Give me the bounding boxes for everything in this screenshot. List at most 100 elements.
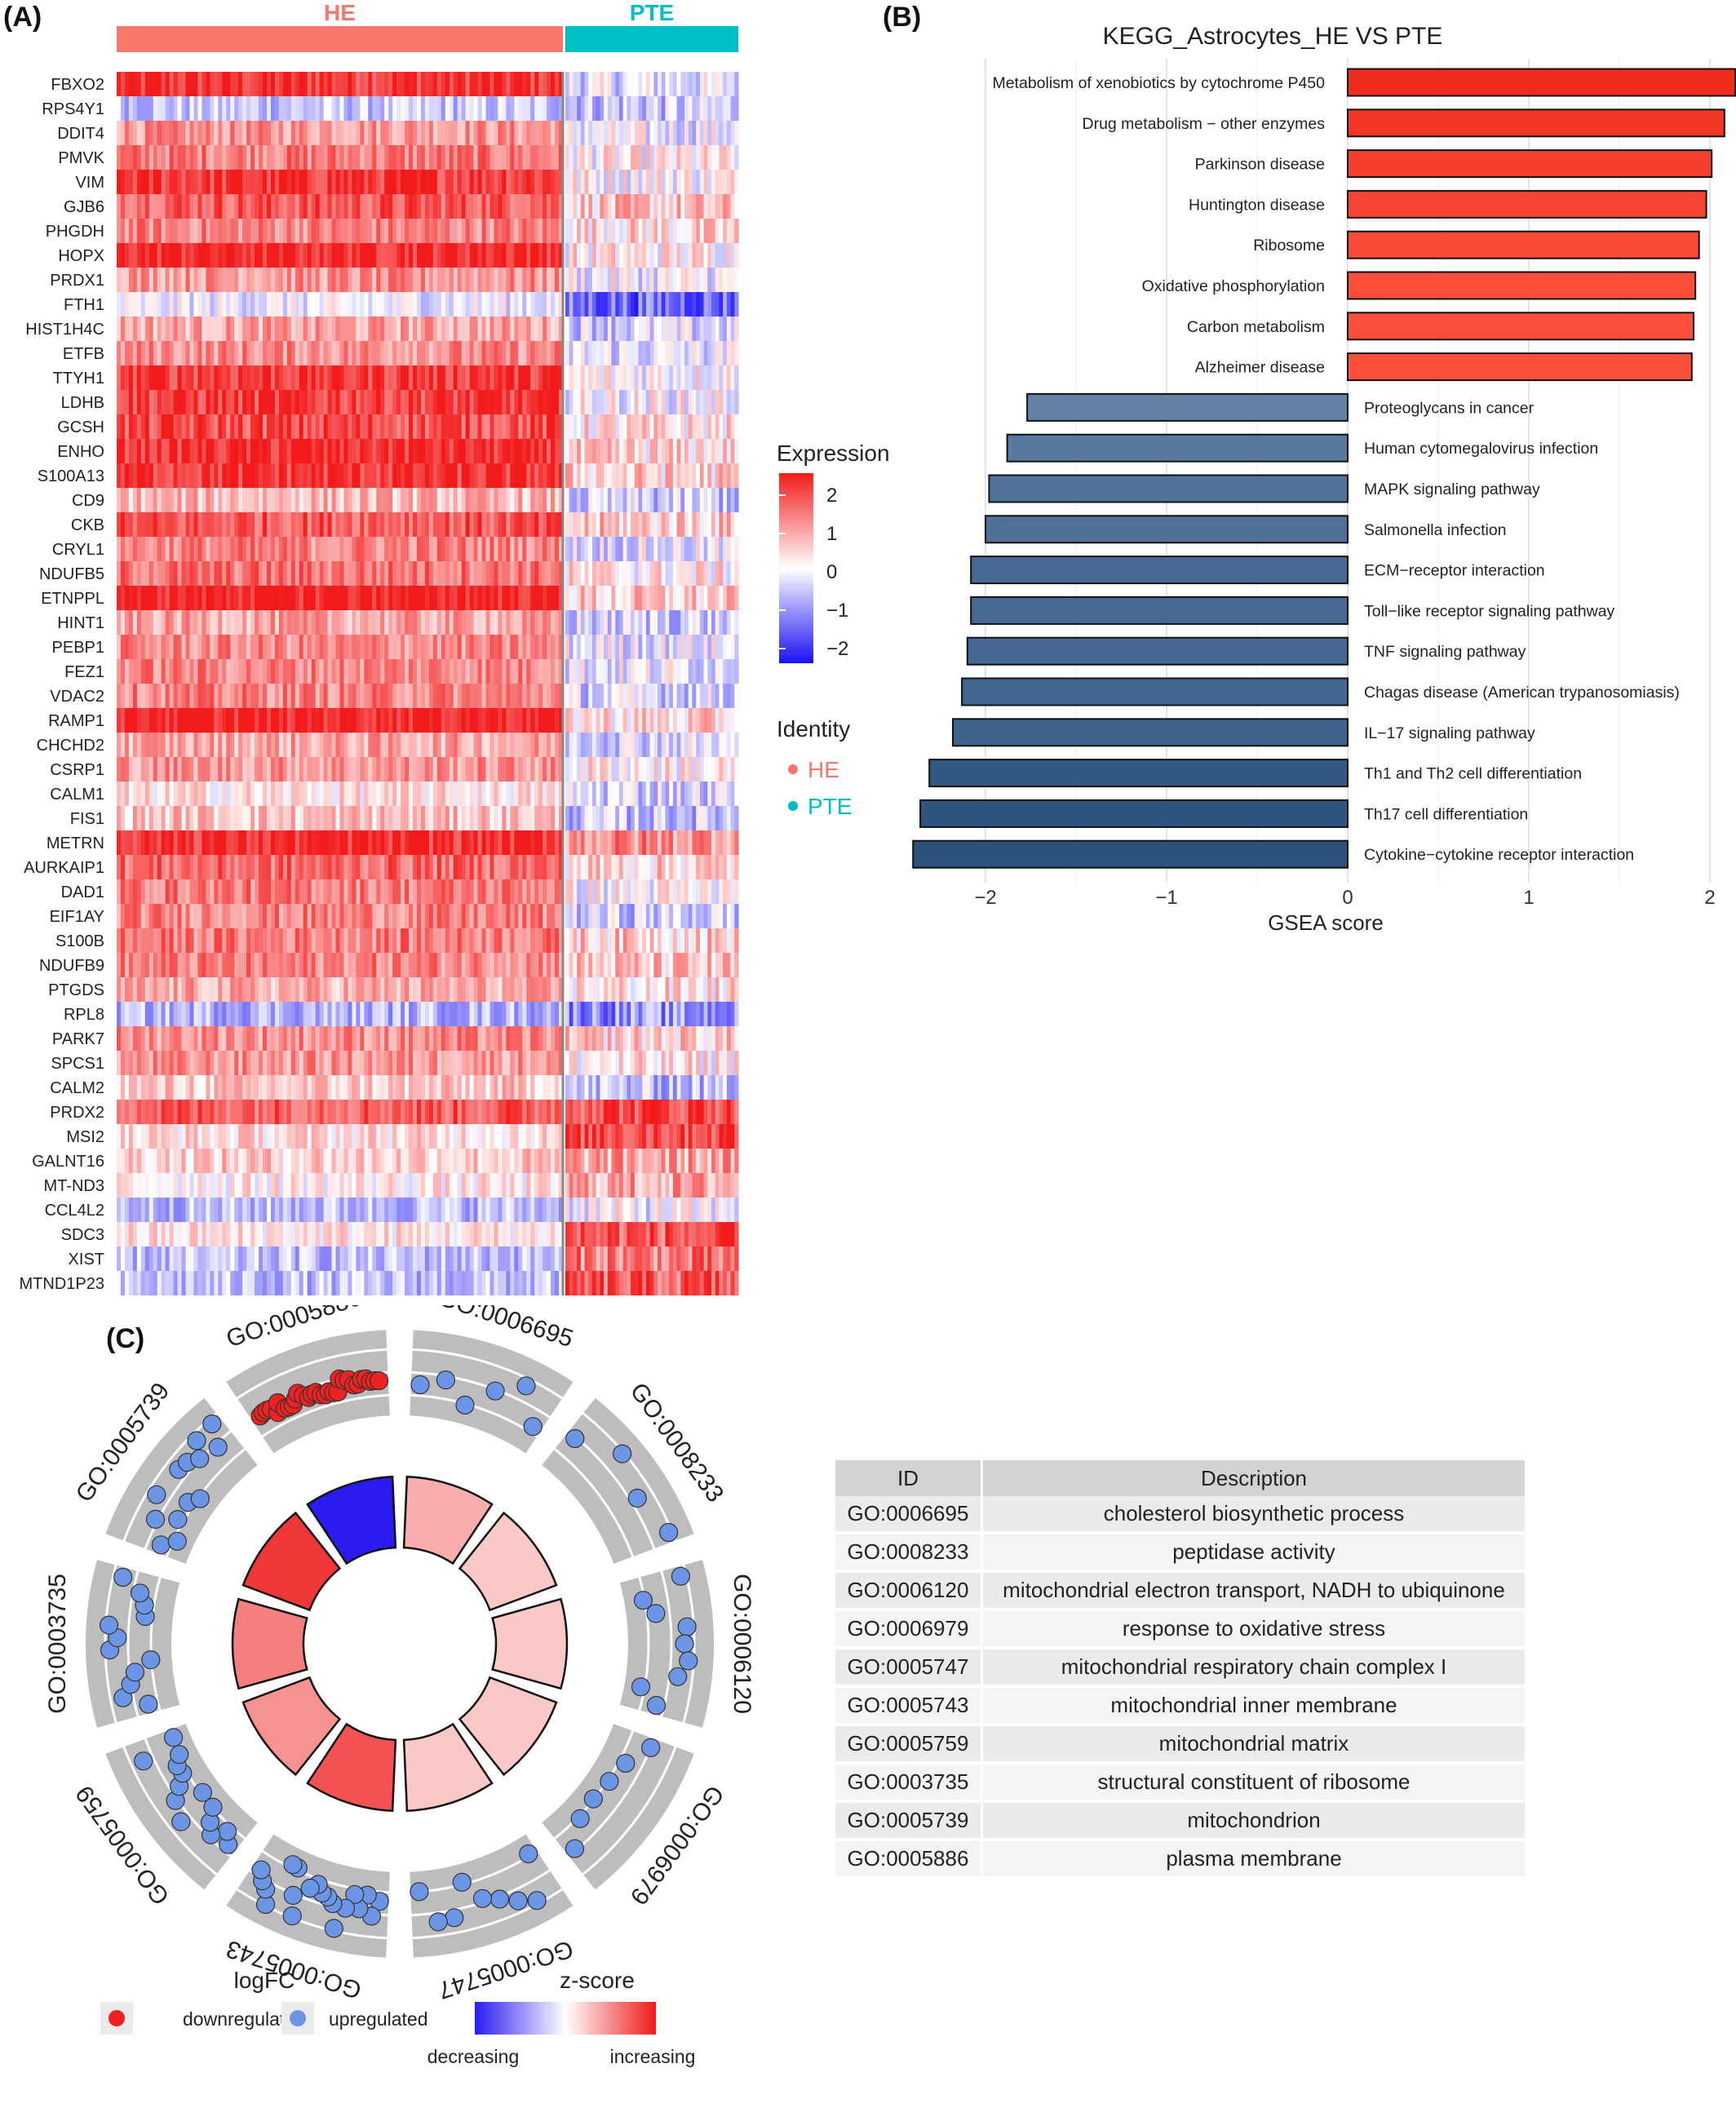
heatmap-cell [477, 806, 483, 830]
heatmap-cell [618, 610, 624, 635]
heatmap-cell [343, 121, 349, 145]
heatmap-cell [477, 194, 483, 219]
heatmap-cell [420, 635, 426, 659]
heatmap-cell [547, 635, 551, 659]
heatmap-cell [169, 145, 175, 170]
heatmap-cell [534, 537, 539, 561]
heatmap-cell [380, 219, 385, 243]
heatmap-cell [420, 439, 426, 463]
heatmap-cell [128, 733, 134, 757]
heatmap-cell [259, 733, 264, 757]
heatmap-cell [161, 586, 166, 610]
heatmap-cell [522, 390, 527, 414]
heatmap-cell [715, 390, 720, 414]
heatmap-cell [424, 390, 430, 414]
heatmap-cell [392, 733, 397, 757]
heatmap-cell [303, 121, 308, 145]
heatmap-cell [132, 757, 138, 782]
heatmap-cell [311, 414, 317, 439]
heatmap-cell [489, 194, 495, 219]
heatmap-cell [481, 488, 487, 512]
heatmap-cell [711, 365, 716, 390]
heatmap-cell [335, 488, 341, 512]
heatmap-cell [185, 243, 191, 268]
heatmap-cell [591, 414, 597, 439]
heatmap-cell [132, 463, 138, 488]
heatmap-cell [726, 684, 732, 708]
heatmap-cell [477, 659, 483, 684]
heatmap-cell [368, 219, 373, 243]
heatmap-cell [278, 268, 284, 292]
heatmap-cell [457, 635, 463, 659]
heatmap-cell [473, 757, 479, 782]
heatmap-cell [634, 488, 640, 512]
heatmap-cell [688, 341, 693, 365]
heatmap-cell [518, 659, 523, 684]
heatmap-cell [282, 292, 288, 317]
heatmap-cell [392, 806, 397, 830]
heatmap-cell [596, 757, 600, 782]
heatmap-cell [206, 586, 210, 610]
heatmap-cell [457, 145, 463, 170]
heatmap-cell [173, 243, 179, 268]
heatmap-cell [144, 733, 150, 757]
heatmap-cell [242, 439, 247, 463]
heatmap-cell [653, 586, 658, 610]
heatmap-cell [405, 708, 410, 733]
heatmap-cell [618, 194, 624, 219]
heatmap-cell [274, 782, 280, 806]
heatmap-cell [600, 512, 604, 537]
heatmap-cell [461, 635, 467, 659]
heatmap-cell [502, 708, 507, 733]
heatmap-cell [542, 96, 547, 121]
heatmap-cell [584, 72, 589, 96]
heatmap-cell [356, 145, 361, 170]
heatmap-cell [157, 463, 162, 488]
heatmap-cell [413, 537, 418, 561]
heatmap-cell [335, 561, 341, 586]
heatmap-cell [360, 121, 365, 145]
heatmap-cell [230, 365, 235, 390]
heatmap-cell [457, 341, 463, 365]
heatmap-cell [555, 512, 560, 537]
heatmap-cell [259, 292, 264, 317]
heatmap-cell [140, 268, 146, 292]
heatmap-cell [618, 757, 624, 782]
heatmap-cell [348, 365, 353, 390]
heatmap-cell [607, 830, 613, 855]
heatmap-cell [372, 365, 377, 390]
heatmap-cell [627, 390, 631, 414]
heatmap-cell [140, 121, 146, 145]
heatmap-cell [588, 806, 593, 830]
heatmap-cell [618, 488, 624, 512]
heatmap-cell [428, 439, 434, 463]
heatmap-cell [534, 268, 539, 292]
heatmap-cell [286, 414, 292, 439]
heatmap-cell [259, 439, 264, 463]
heatmap-cell [551, 317, 556, 341]
heatmap-cell [534, 635, 539, 659]
heatmap-cell [649, 194, 654, 219]
heatmap-cell [506, 684, 511, 708]
heatmap-cell [577, 390, 582, 414]
heatmap-cell [401, 194, 405, 219]
heatmap-cell [230, 390, 235, 414]
heatmap-cell [441, 684, 446, 708]
heatmap-cell [615, 317, 620, 341]
heatmap-cell [473, 145, 479, 170]
heatmap-cell [469, 121, 475, 145]
heatmap-cell [538, 586, 543, 610]
heatmap-cell [436, 463, 442, 488]
heatmap-cell [457, 733, 463, 757]
heatmap-cell [278, 684, 284, 708]
heatmap-cell [551, 243, 556, 268]
heatmap-cell [144, 243, 150, 268]
heatmap-cell [428, 390, 434, 414]
heatmap-cell [331, 782, 337, 806]
heatmap-cell [161, 170, 166, 194]
heatmap-cell [622, 72, 627, 96]
heatmap-cell [388, 243, 393, 268]
heatmap-cell [148, 708, 154, 733]
heatmap-cell [719, 390, 724, 414]
heatmap-cell [424, 684, 430, 708]
